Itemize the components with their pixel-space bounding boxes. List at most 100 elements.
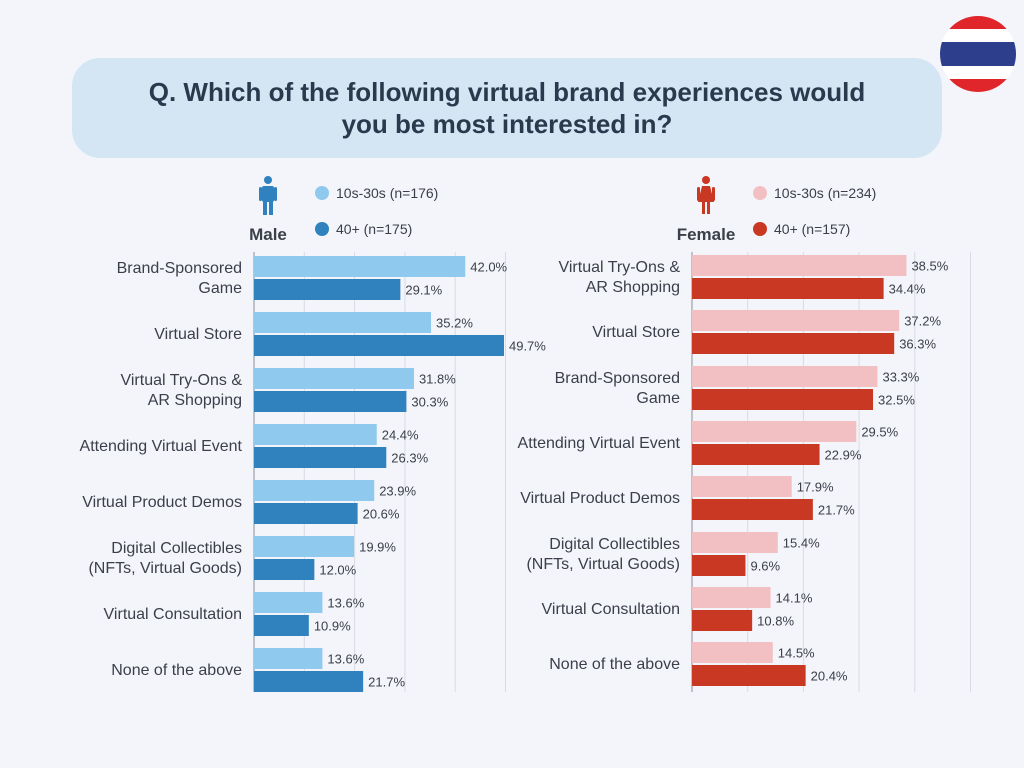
bar xyxy=(692,642,773,663)
bar xyxy=(692,333,895,354)
category-label: Brand-Sponsored xyxy=(117,260,242,277)
icon-head xyxy=(702,176,710,184)
data-label: 36.3% xyxy=(899,337,936,352)
legend-label: 10s-30s (n=176) xyxy=(336,185,438,201)
category-label: AR Shopping xyxy=(586,279,680,296)
icon-leg xyxy=(269,202,273,215)
data-label: 20.4% xyxy=(811,669,848,684)
category-label: (NFTs, Virtual Goods) xyxy=(88,560,242,577)
category-label: Game xyxy=(198,280,242,297)
flag-stripe xyxy=(940,42,1016,66)
data-label: 29.5% xyxy=(861,425,898,440)
category-label: None of the above xyxy=(111,662,242,679)
bar xyxy=(692,555,746,576)
icon-torso xyxy=(262,186,274,202)
icon-arm xyxy=(259,187,262,201)
legend-label: 40+ (n=157) xyxy=(774,221,850,237)
data-label: 14.5% xyxy=(778,646,815,661)
bar xyxy=(692,476,792,497)
category-label: None of the above xyxy=(549,656,680,673)
category-label: Digital Collectibles xyxy=(549,536,680,553)
data-label: 38.5% xyxy=(911,259,948,274)
data-label: 10.9% xyxy=(314,619,351,634)
bar xyxy=(692,310,900,331)
bar xyxy=(254,615,309,636)
question-title: Q. Which of the following virtual brand … xyxy=(148,77,866,139)
category-label: Virtual Try-Ons & xyxy=(120,372,242,389)
data-label: 20.6% xyxy=(363,507,400,522)
category-label: AR Shopping xyxy=(148,392,242,409)
bar xyxy=(254,592,323,613)
data-label: 21.7% xyxy=(818,503,855,518)
data-label: 13.6% xyxy=(327,652,364,667)
bar xyxy=(254,671,364,692)
category-label: Attending Virtual Event xyxy=(518,435,681,452)
bar xyxy=(254,559,315,580)
data-label: 26.3% xyxy=(391,451,428,466)
bar xyxy=(254,447,387,468)
data-label: 12.0% xyxy=(319,563,356,578)
bar xyxy=(692,444,820,465)
data-label: 30.3% xyxy=(411,395,448,410)
data-label: 22.9% xyxy=(825,448,862,463)
legend-swatch xyxy=(753,186,767,200)
icon-leg xyxy=(702,202,705,214)
bar xyxy=(254,256,466,277)
data-label: 35.2% xyxy=(436,316,473,331)
data-label: 15.4% xyxy=(783,536,820,551)
legend-swatch xyxy=(315,186,329,200)
bar xyxy=(692,255,907,276)
bar xyxy=(692,421,857,442)
panel-title-male: Male xyxy=(249,225,287,244)
bar xyxy=(254,536,355,557)
data-label: 10.8% xyxy=(757,614,794,629)
data-label: 32.5% xyxy=(878,393,915,408)
category-label: Virtual Consultation xyxy=(104,606,242,623)
bar xyxy=(254,279,401,300)
data-label: 13.6% xyxy=(327,596,364,611)
category-label: Virtual Try-Ons & xyxy=(558,259,680,276)
data-label: 31.8% xyxy=(419,372,456,387)
category-label: Virtual Store xyxy=(154,326,242,343)
legend-swatch xyxy=(753,222,767,236)
chart-panel-male: Male 10s-30s (n=176) 40+ (n=175) Brand-Spon… xyxy=(80,176,546,692)
icon-arm xyxy=(712,187,715,201)
bar xyxy=(254,480,375,501)
thailand-flag-icon xyxy=(940,16,1016,92)
legend-swatch xyxy=(315,222,329,236)
question-title-box: Q. Which of the following virtual brand … xyxy=(72,58,942,158)
category-label: Virtual Consultation xyxy=(542,601,680,618)
bar xyxy=(692,278,884,299)
bar xyxy=(254,391,407,412)
flag-stripe xyxy=(940,29,1016,42)
data-label: 17.9% xyxy=(797,480,834,495)
icon-arm xyxy=(274,187,277,201)
bar xyxy=(254,368,414,389)
data-label: 9.6% xyxy=(750,559,780,574)
bar xyxy=(692,532,778,553)
data-label: 14.1% xyxy=(776,591,813,606)
data-label: 49.7% xyxy=(509,339,546,354)
data-label: 29.1% xyxy=(405,283,442,298)
chart-panel-female: Female 10s-30s (n=234) 40+ (n=157) Virtual … xyxy=(518,176,971,692)
icon-head xyxy=(264,176,272,184)
data-label: 37.2% xyxy=(904,314,941,329)
icon-leg xyxy=(707,202,710,214)
bar xyxy=(254,503,358,524)
icon-leg xyxy=(263,202,267,215)
bar xyxy=(254,335,504,356)
legend-label: 10s-30s (n=234) xyxy=(774,185,876,201)
data-label: 19.9% xyxy=(359,540,396,555)
category-label: Virtual Store xyxy=(592,324,680,341)
data-label: 21.7% xyxy=(368,675,405,690)
bar xyxy=(692,665,806,686)
bar xyxy=(692,610,753,631)
flag-stripe xyxy=(940,66,1016,79)
category-label: (NFTs, Virtual Goods) xyxy=(526,556,680,573)
category-label: Attending Virtual Event xyxy=(80,438,243,455)
legend-label: 40+ (n=175) xyxy=(336,221,412,237)
bar xyxy=(692,499,813,520)
category-label: Virtual Product Demos xyxy=(82,494,242,511)
male-person-icon xyxy=(259,176,277,215)
